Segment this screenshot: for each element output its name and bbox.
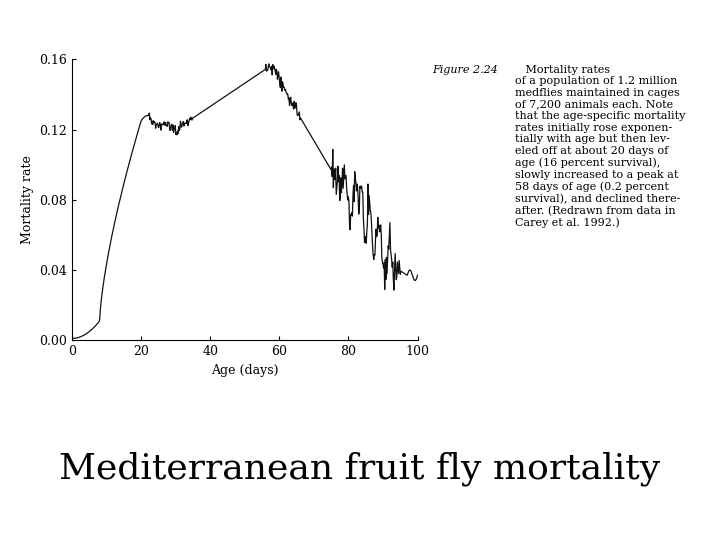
Y-axis label: Mortality rate: Mortality rate — [21, 156, 34, 244]
Text: Figure 2.24: Figure 2.24 — [432, 65, 498, 75]
Text: Mortality rates
of a population of 1.2 million
medflies maintained in cages
of 7: Mortality rates of a population of 1.2 m… — [515, 65, 685, 228]
Text: Mediterranean fruit fly mortality: Mediterranean fruit fly mortality — [60, 451, 660, 486]
X-axis label: Age (days): Age (days) — [211, 363, 279, 376]
